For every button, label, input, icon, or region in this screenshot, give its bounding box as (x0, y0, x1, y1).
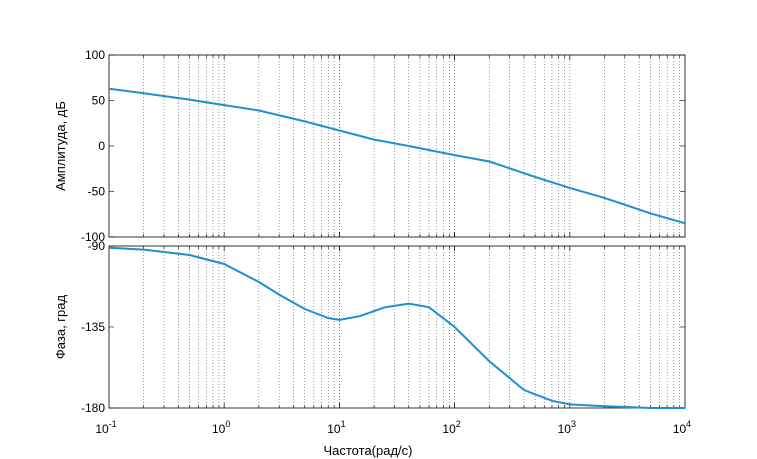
phase-y-axis-label: Фаза, град (53, 295, 68, 360)
magnitude-y-tick-label: -100 (81, 230, 105, 244)
magnitude-y-axis-label: Амплитуда, дБ (53, 101, 68, 191)
phase-panel: -90 -135 -180 10-1 100 101 102 103 104 Фаза, гра… (53, 239, 691, 436)
x-tick-label: 101 (327, 419, 345, 436)
phase-y-tick-label: -90 (88, 239, 106, 253)
magnitude-y-tick-label: 100 (85, 48, 105, 62)
x-tick-label: 10-1 (95, 419, 116, 436)
phase-y-tick-label: -135 (81, 320, 105, 334)
magnitude-panel: 100 50 0 -50 -100 Амплитуда, дБ (53, 48, 686, 244)
magnitude-grid (143, 55, 681, 237)
magnitude-y-tick-label: 0 (98, 139, 105, 153)
phase-series-line (108, 246, 685, 409)
phase-y-tick-label: -180 (81, 401, 105, 415)
phase-plot-frame (108, 245, 686, 409)
magnitude-series-line (108, 87, 686, 225)
x-tick-label: 102 (442, 419, 460, 436)
x-tick-label: 103 (558, 419, 576, 436)
magnitude-ticks: 100 50 0 -50 -100 (81, 48, 685, 244)
x-tick-label: 100 (212, 419, 230, 436)
magnitude-plot-frame (108, 54, 686, 238)
frequency-x-axis-label: Частота(рад/с) (323, 443, 412, 458)
magnitude-y-tick-label: 50 (92, 94, 106, 108)
x-tick-label: 104 (673, 419, 691, 436)
phase-grid (143, 246, 681, 408)
magnitude-y-tick-label: -50 (88, 185, 106, 199)
